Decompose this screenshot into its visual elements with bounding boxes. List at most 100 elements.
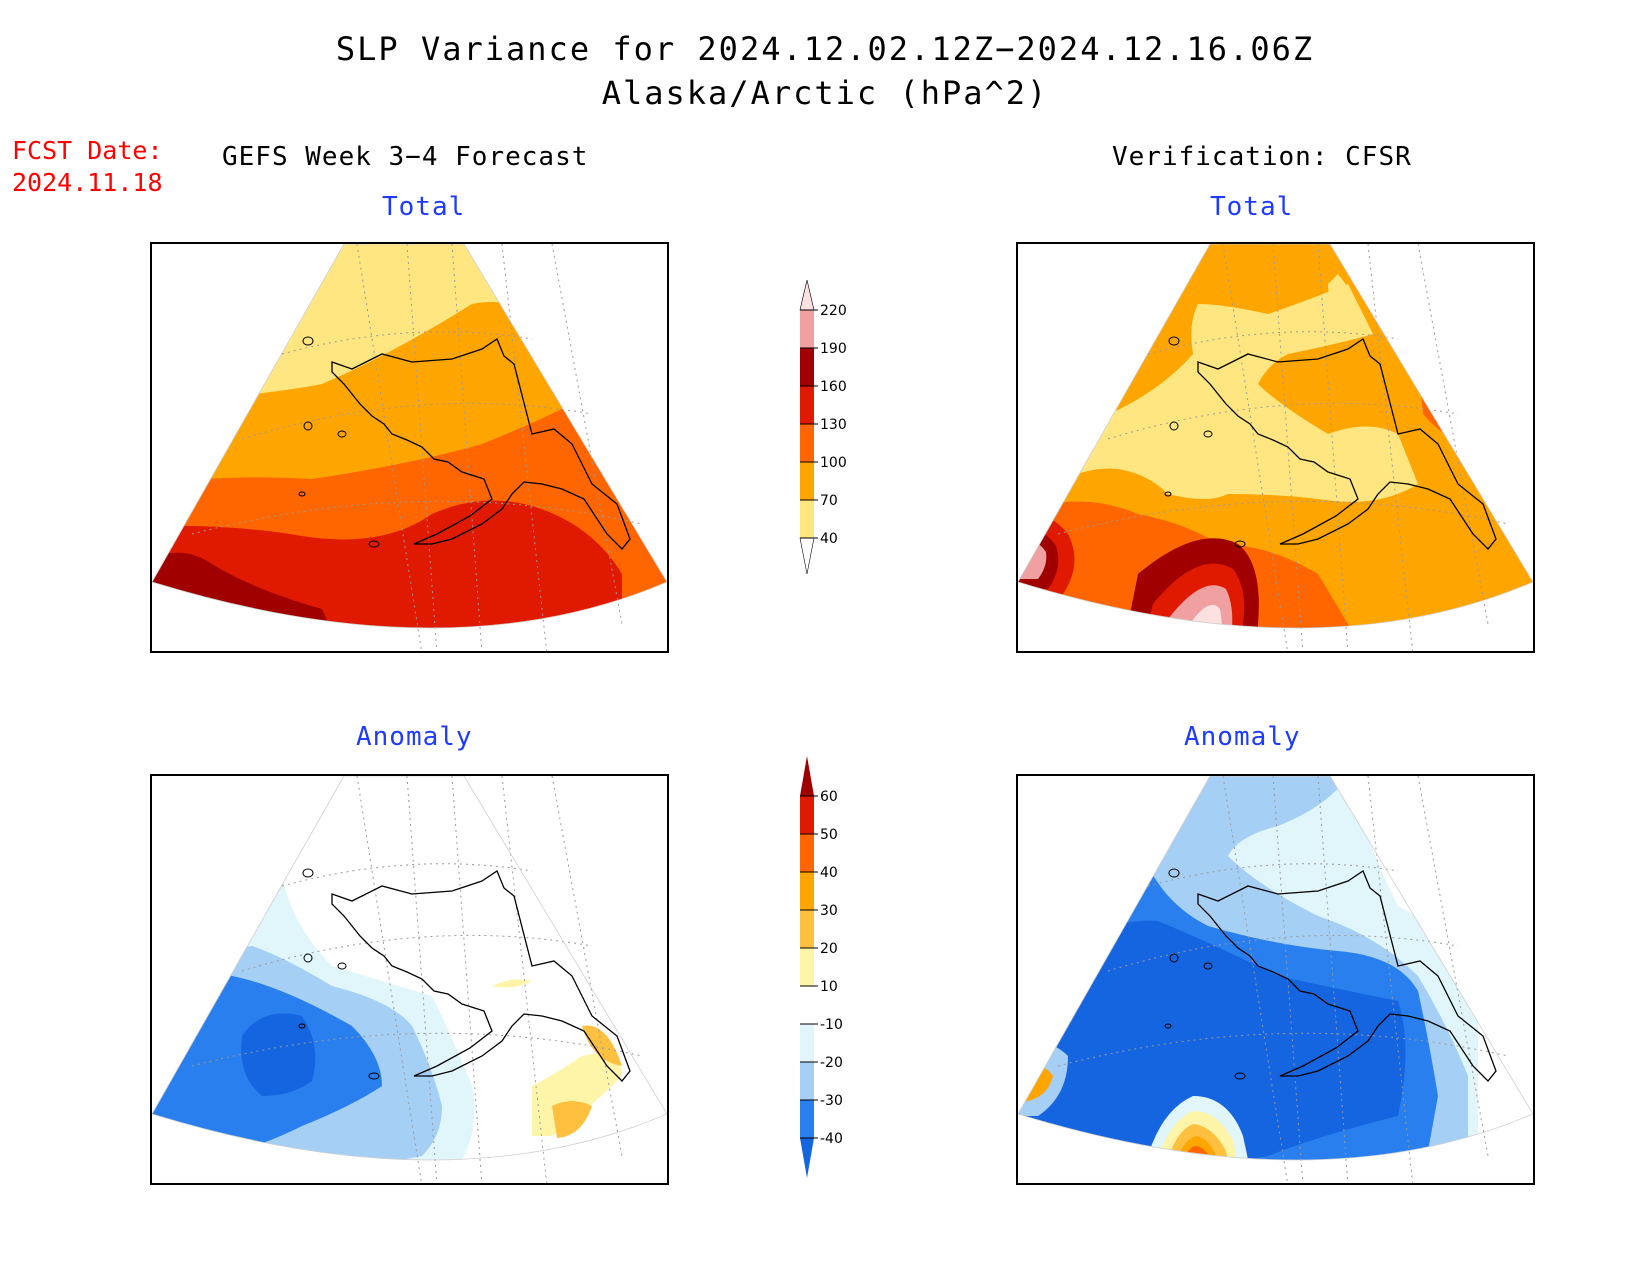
map-domain-edge <box>152 244 667 629</box>
parallel-line <box>241 402 593 440</box>
meridian-line <box>501 776 548 1183</box>
colorbar-bottom-cap <box>799 537 815 575</box>
graticule <box>1057 776 1509 1183</box>
graticule <box>191 776 643 1183</box>
colorbar-swatch <box>800 386 814 424</box>
island-outline <box>368 540 380 548</box>
colorbar-swatch <box>800 796 814 834</box>
colorbar-tick-label: 30 <box>820 903 838 919</box>
band-40-70-north <box>1328 274 1359 334</box>
island-outline <box>1169 421 1179 431</box>
map-panel-forecast-total <box>150 242 669 653</box>
colorbar-swatch <box>800 1100 814 1138</box>
map-fill-layer <box>152 776 667 1160</box>
map-domain-edge <box>152 776 667 1161</box>
alaska-coastline <box>331 338 631 550</box>
meridian-line <box>1417 776 1489 1157</box>
meridian-line <box>406 244 438 651</box>
island-outline <box>337 962 347 970</box>
band-below-minus40 <box>241 1013 316 1096</box>
map-panel-verification-anomaly <box>1016 774 1535 1185</box>
alaska-coastline <box>1197 338 1497 550</box>
band-130-160 <box>152 500 622 628</box>
map-domain-edge <box>1018 776 1533 1161</box>
meridian-line <box>1367 244 1414 651</box>
meridian-line <box>551 776 623 1157</box>
meridian-line <box>551 244 623 625</box>
colorbar-tick-label: -20 <box>820 1055 843 1071</box>
island-outline <box>1234 1072 1246 1080</box>
colorbar-swatch <box>800 910 814 948</box>
meridian-line <box>1272 776 1304 1183</box>
meridian-line <box>1272 244 1304 651</box>
colorbar-swatch <box>800 872 814 910</box>
graticule <box>1057 244 1509 651</box>
island-outline <box>298 1023 306 1029</box>
map-fill-layer <box>1018 244 1533 628</box>
island-outline <box>1164 1023 1172 1029</box>
colorbar-swatch <box>800 986 814 1024</box>
colorbar-swatch <box>800 500 814 538</box>
island-outline <box>337 430 347 438</box>
colorbar-swatch <box>800 348 814 386</box>
map-domain-edge <box>1018 244 1533 629</box>
forecast-total-map <box>152 244 667 651</box>
colorbar-bottom-cap <box>800 1138 814 1178</box>
meridian-line <box>1317 244 1349 651</box>
map-fill-layer <box>1018 776 1533 1160</box>
island-outline <box>302 868 314 878</box>
island-outline <box>1203 430 1213 438</box>
left-column-heading: GEFS Week 3−4 Forecast <box>222 142 589 172</box>
colorbar-tick-label: -10 <box>820 1017 843 1033</box>
colorbar-tick-label: -30 <box>820 1093 843 1109</box>
bottom-right-subtitle: Anomaly <box>1184 722 1301 752</box>
forecast-anomaly-map <box>152 776 667 1183</box>
band-below-minus40 <box>1018 920 1406 1160</box>
colorbar-tick-label: 40 <box>820 531 838 547</box>
island-outline <box>302 336 314 346</box>
band-20-30 <box>582 1025 622 1066</box>
colorbar-swatch <box>800 462 814 500</box>
map-fill-layer <box>152 244 667 628</box>
parallel-line <box>241 934 593 972</box>
verification-total-map <box>1018 244 1533 651</box>
colorbar-tick-label: 40 <box>820 865 838 881</box>
island-outline <box>1203 962 1213 970</box>
band-20-30-gulf <box>1156 1124 1236 1160</box>
band-50-60-gulf <box>1176 1154 1212 1160</box>
colorbar-tick-label: 50 <box>820 827 838 843</box>
colorbar-top-cap <box>800 756 814 796</box>
island-outline <box>1168 868 1180 878</box>
chart-subtitle: Alaska/Arctic (hPa^2) <box>601 74 1049 112</box>
total-colorbar: 40 70 100 130 160 190 220 <box>799 280 847 575</box>
meridian-line <box>1417 244 1489 625</box>
meridian-line <box>451 776 483 1183</box>
band-10-20-small <box>492 979 532 988</box>
colorbar-swatch <box>800 1024 814 1062</box>
meridian-line <box>451 244 483 651</box>
fcst-date-label: FCST Date: <box>12 136 163 165</box>
island-outline <box>303 953 313 963</box>
map-panel-forecast-anomaly <box>150 774 669 1185</box>
colorbar-swatch <box>800 834 814 872</box>
verification-anomaly-map <box>1018 776 1533 1183</box>
colorbar-tick-label: 220 <box>820 303 847 319</box>
island-outline <box>1168 336 1180 346</box>
anomaly-colorbar: -40 -30 -20 -10 10 20 30 40 50 60 <box>800 756 843 1178</box>
island-outline <box>303 421 313 431</box>
colorbar-swatch <box>800 310 814 348</box>
island-outline <box>1234 540 1246 548</box>
fcst-date-value: 2024.11.18 <box>12 168 163 197</box>
colorbar-tick-label: 70 <box>820 493 838 509</box>
colorbar-tick-label: 10 <box>820 979 838 995</box>
meridian-line <box>1367 776 1414 1183</box>
chart-title: SLP Variance for 2024.12.02.12Z−2024.12.… <box>335 30 1315 68</box>
island-outline <box>298 491 306 497</box>
alaska-coastline <box>331 870 631 1082</box>
colorbar-tick-label: -40 <box>820 1131 843 1147</box>
meridian-line <box>501 244 548 651</box>
top-right-subtitle: Total <box>1210 192 1294 222</box>
island-outline <box>368 1072 380 1080</box>
colorbar-swatch <box>800 948 814 986</box>
colorbar-tick-label: 60 <box>820 789 838 805</box>
